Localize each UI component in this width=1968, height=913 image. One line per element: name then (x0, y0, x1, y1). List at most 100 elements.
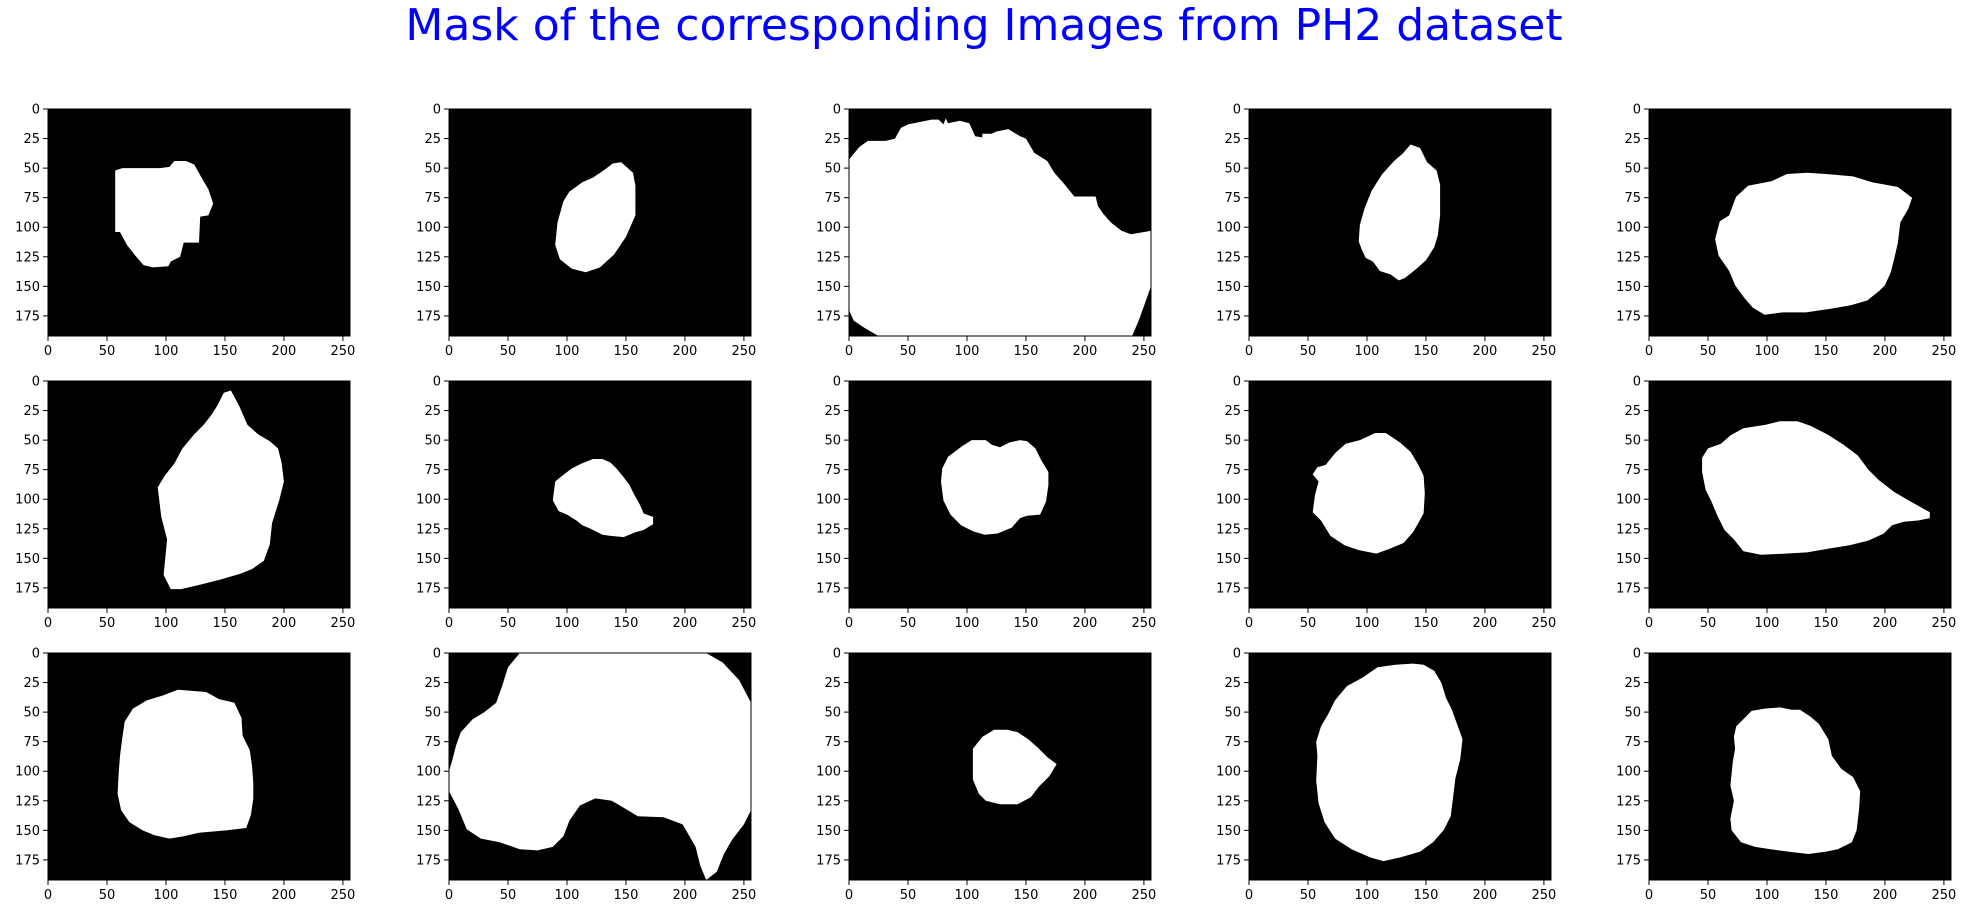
y-tick-label: 100 (416, 493, 441, 508)
x-tick-label: 50 (1300, 616, 1317, 631)
x-tick-label: 100 (1355, 344, 1380, 359)
panel-frame (1648, 380, 1952, 609)
panel-frame (1648, 652, 1952, 881)
y-tick-label: 0 (1633, 375, 1641, 390)
y-tick-label: 50 (824, 706, 841, 721)
panel-12: 0 50 100 150 200 250 0 25 50 75 100 125 150 175 (416, 647, 756, 904)
x-tick-label: 200 (1873, 344, 1898, 359)
x-tick-label: 100 (154, 344, 179, 359)
x-tick-label: 150 (1814, 888, 1839, 903)
panel-4: 0 50 100 150 200 250 0 25 50 75 100 125 150 175 (1216, 103, 1556, 360)
panel-frame (1648, 108, 1952, 337)
lesion-mask (1730, 707, 1861, 854)
panel-frame (448, 652, 752, 881)
y-tick-label: 150 (1616, 552, 1641, 567)
y-tick-label: 175 (416, 581, 441, 596)
lesion-mask (849, 118, 1151, 336)
y-tick-label: 100 (416, 765, 441, 780)
y-tick-label: 75 (1224, 191, 1241, 206)
y-tick-label: 125 (416, 250, 441, 265)
x-tick-label: 0 (1245, 888, 1253, 903)
y-tick-label: 50 (424, 706, 441, 721)
x-tick-label: 100 (955, 888, 980, 903)
y-tick-label: 75 (1224, 463, 1241, 478)
y-tick-label: 175 (1616, 309, 1641, 324)
y-tick-label: 25 (1624, 132, 1641, 147)
y-tick-label: 25 (424, 676, 441, 691)
lesion-mask (1702, 421, 1930, 555)
x-tick-label: 50 (1300, 344, 1317, 359)
y-tick-label: 0 (1633, 103, 1641, 118)
x-tick-label: 250 (331, 344, 356, 359)
y-tick-label: 125 (416, 794, 441, 809)
y-tick-label: 50 (23, 706, 40, 721)
x-tick-label: 100 (1355, 888, 1380, 903)
panel-6: 0 50 100 150 200 250 0 25 50 75 100 125 150 175 (15, 375, 355, 632)
x-tick-label: 200 (1073, 616, 1098, 631)
x-tick-label: 150 (614, 888, 639, 903)
y-tick-label: 150 (416, 552, 441, 567)
x-tick-label: 100 (555, 344, 580, 359)
x-tick-label: 100 (1755, 344, 1780, 359)
y-tick-label: 175 (816, 309, 841, 324)
y-tick-label: 125 (1616, 794, 1641, 809)
lesion-mask (1358, 144, 1441, 281)
x-tick-label: 100 (154, 888, 179, 903)
x-tick-label: 150 (213, 616, 238, 631)
x-tick-label: 200 (1473, 616, 1498, 631)
y-tick-label: 175 (15, 853, 40, 868)
y-tick-label: 0 (1233, 647, 1241, 662)
y-tick-label: 175 (416, 309, 441, 324)
panel-frame (47, 380, 351, 609)
x-tick-label: 0 (44, 344, 52, 359)
x-tick-label: 100 (1755, 616, 1780, 631)
panel-15: 0 50 100 150 200 250 0 25 50 75 100 125 150 175 (1616, 647, 1956, 904)
y-tick-label: 25 (424, 404, 441, 419)
y-tick-label: 150 (816, 280, 841, 295)
y-tick-label: 0 (833, 375, 841, 390)
y-tick-label: 75 (1224, 735, 1241, 750)
panel-frame (448, 380, 752, 609)
x-tick-label: 250 (1132, 616, 1157, 631)
lesion-mask (1715, 172, 1913, 315)
x-tick-label: 200 (673, 344, 698, 359)
x-tick-label: 50 (1700, 888, 1717, 903)
y-tick-label: 75 (424, 463, 441, 478)
x-tick-label: 50 (1700, 344, 1717, 359)
y-tick-label: 0 (833, 103, 841, 118)
y-tick-label: 150 (416, 824, 441, 839)
y-tick-label: 125 (816, 794, 841, 809)
x-tick-label: 0 (1245, 616, 1253, 631)
y-tick-label: 175 (816, 853, 841, 868)
y-tick-label: 100 (1616, 221, 1641, 236)
y-tick-label: 0 (433, 647, 441, 662)
x-tick-label: 200 (1873, 888, 1898, 903)
x-tick-label: 0 (1645, 344, 1653, 359)
x-tick-label: 250 (1932, 888, 1957, 903)
panel-frame (848, 652, 1152, 881)
x-tick-label: 0 (1245, 344, 1253, 359)
panel-3: 0 50 100 150 200 250 0 25 50 75 100 125 150 175 (816, 103, 1156, 360)
y-tick-label: 125 (416, 522, 441, 537)
x-tick-label: 100 (955, 616, 980, 631)
y-tick-label: 0 (32, 375, 40, 390)
x-tick-label: 250 (1932, 616, 1957, 631)
y-tick-label: 50 (23, 162, 40, 177)
x-tick-label: 150 (1014, 344, 1039, 359)
panel-14: 0 50 100 150 200 250 0 25 50 75 100 125 150 175 (1216, 647, 1556, 904)
y-tick-label: 150 (416, 280, 441, 295)
y-tick-label: 50 (1624, 706, 1641, 721)
y-tick-label: 50 (424, 434, 441, 449)
x-tick-label: 250 (732, 888, 757, 903)
x-tick-label: 250 (1132, 888, 1157, 903)
x-tick-label: 0 (445, 888, 453, 903)
x-tick-label: 100 (955, 344, 980, 359)
x-tick-label: 0 (845, 344, 853, 359)
panel-frame (47, 652, 351, 881)
y-tick-label: 100 (1616, 493, 1641, 508)
y-tick-label: 25 (23, 404, 40, 419)
x-tick-label: 250 (1532, 344, 1557, 359)
y-tick-label: 125 (15, 522, 40, 537)
